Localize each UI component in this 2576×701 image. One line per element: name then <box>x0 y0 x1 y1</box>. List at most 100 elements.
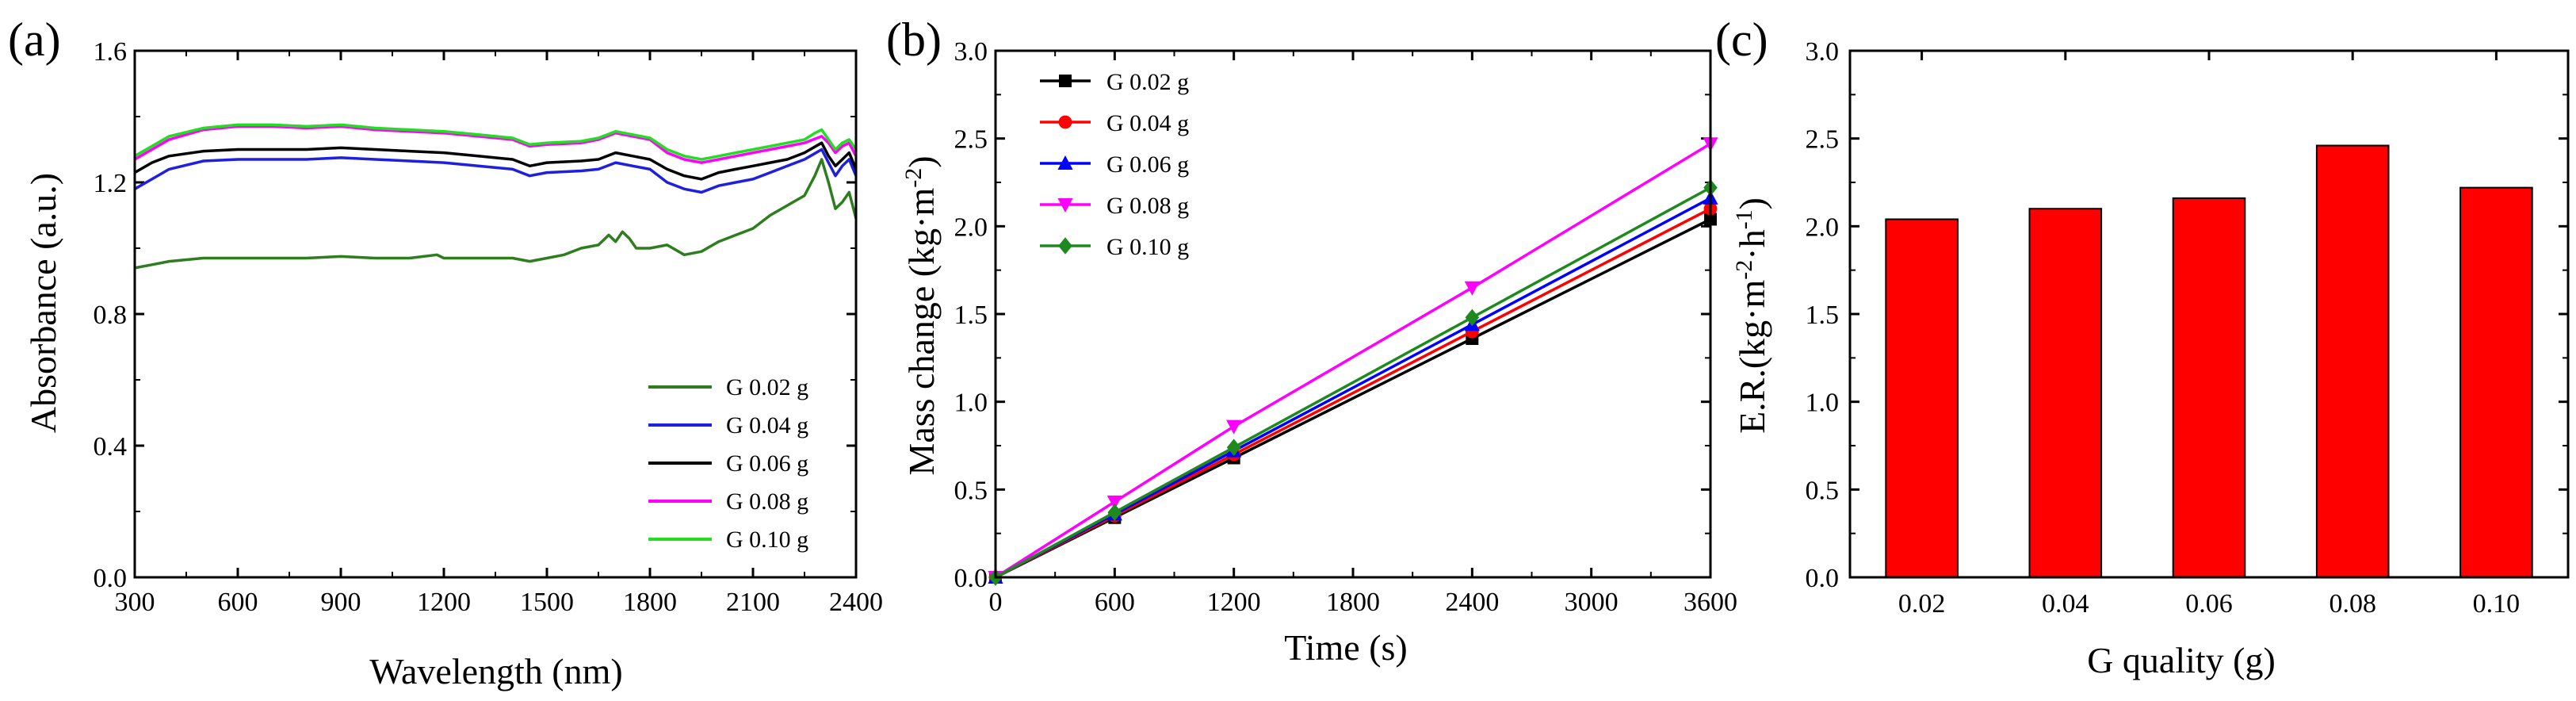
panel-b-point-3-2 <box>1226 419 1242 435</box>
panel-b-legend-label-2: G 0.06 g <box>1106 151 1189 178</box>
panel-b-mass-change-chart: (b) Mass change (kg·m-2) Time (s) 0.0 0.5… <box>886 13 1737 668</box>
panel-b-xtick-label: 2400 <box>1445 588 1499 617</box>
panel-b-xtick-label: 1800 <box>1326 588 1380 617</box>
panel-a-legend-label-0: G 0.02 g <box>726 374 808 400</box>
panel-c-ytick-label: 1.5 <box>1806 301 1840 330</box>
panel-b-xtick-label: 600 <box>1095 588 1135 617</box>
panel-b-ytick-label: 0.0 <box>954 564 988 593</box>
panel-c-ytick-label: 2.5 <box>1806 125 1840 155</box>
panel-a-xtick-label: 2100 <box>726 588 780 617</box>
panel-a-legend-label-1: G 0.04 g <box>726 412 808 439</box>
panel-a-legend-label-4: G 0.10 g <box>726 527 808 553</box>
panel-b-y-axis-title-sup: -2 <box>900 168 927 188</box>
panel-b-series-line-4 <box>995 186 1711 579</box>
panel-b-ytick-label: 1.5 <box>954 301 988 330</box>
panel-a-ytick-label: 0.4 <box>94 432 128 462</box>
panel-b-series <box>988 137 1718 586</box>
panel-b-series-line-2 <box>995 197 1711 579</box>
panel-b-series-line-1 <box>995 207 1711 579</box>
panel-a-x-axis-title: Wavelength (nm) <box>369 651 622 691</box>
panel-b-xtick-label: 1200 <box>1207 588 1261 617</box>
panel-b-ytick-label: 2.0 <box>954 213 988 242</box>
panel-b-legend-label-0: G 0.02 g <box>1106 69 1189 95</box>
panel-a-xtick-label: 600 <box>218 588 258 617</box>
panel-b-point-4-1 <box>1107 504 1122 521</box>
panel-c-ytick-label: 2.0 <box>1806 213 1840 242</box>
panel-a-absorbance-chart: (a) Absorbance (a.u.) Wavelength (nm) 0.… <box>8 13 883 691</box>
panel-c-ytick-label: 0.5 <box>1806 476 1840 505</box>
panel-c-bar-4 <box>2459 186 2533 578</box>
panel-c-bar-2 <box>2172 197 2246 578</box>
panel-b-ytick-label: 1.0 <box>954 389 988 418</box>
panel-a-series-line-0 <box>134 158 858 270</box>
panel-a-series-line-2 <box>134 141 858 181</box>
panel-b-ytick-label: 2.5 <box>954 125 988 155</box>
panel-a-series-line-1 <box>134 147 858 194</box>
panel-c-bar-3 <box>2315 144 2390 578</box>
panel-c-y-axis-title-p2: ·h <box>1732 229 1772 259</box>
panel-c-ticks: 0.0 0.5 1.0 1.5 2.0 2.5 3.0 0.02 0.04 0.06 0.08 0.1… <box>1806 37 2568 619</box>
panel-a-legend-label-2: G 0.06 g <box>726 450 808 477</box>
panel-c-y-axis-title-p0: E.R.(kg·m <box>1732 280 1772 434</box>
panel-a-ytick-label: 0.0 <box>94 564 128 593</box>
panel-c-xtick-label: 0.02 <box>1898 589 1946 619</box>
panel-c-y-axis-title-p1: -2 <box>1731 260 1757 280</box>
panel-a-series <box>134 123 858 270</box>
panel-a-xtick-label: 1800 <box>623 588 677 617</box>
panel-b-x-axis-title: Time (s) <box>1284 627 1408 668</box>
panel-a-ytick-label: 1.2 <box>94 169 128 198</box>
panel-c-ytick-label: 3.0 <box>1806 37 1840 67</box>
panel-b-series-line-3 <box>995 142 1711 579</box>
panel-a-label: (a) <box>8 13 61 66</box>
panel-a-y-axis-title: Absorbance (a.u.) <box>23 173 63 433</box>
panel-b-label: (b) <box>886 13 942 66</box>
panel-c-evaporation-rate-chart: (c) E.R.(kg·m-2·h-1) G quality (g) 0.0 0.… <box>1715 13 2570 680</box>
panel-a-series-line-3 <box>134 124 858 164</box>
panel-b-legend-marker-2 <box>1057 155 1073 170</box>
panel-b-legend-marker-4 <box>1058 237 1072 255</box>
panel-a-ticks: 0.0 0.4 0.8 1.2 1.6 300 600 900 1200 1500 1800 2100… <box>94 37 884 617</box>
panel-b-legend-label-1: G 0.04 g <box>1106 110 1189 136</box>
panel-c-x-axis-title: G quality (g) <box>2087 640 2276 680</box>
panel-a-legend: G 0.02 g G 0.04 g G 0.06 g G 0.08 g G 0.10 g <box>648 374 808 553</box>
panel-c-xtick-label: 0.08 <box>2329 589 2376 619</box>
panel-a-xtick-label: 300 <box>115 588 155 617</box>
panel-b-ytick-label: 3.0 <box>954 37 988 67</box>
panel-a-xtick-label: 2400 <box>829 588 883 617</box>
panel-c-label: (c) <box>1715 13 1768 66</box>
panel-b-point-4-3 <box>1465 308 1480 327</box>
panel-b-legend-label-3: G 0.08 g <box>1106 193 1189 219</box>
panel-b-series-line-0 <box>995 217 1711 579</box>
panel-b-point-3-1 <box>1106 495 1122 510</box>
panel-c-bar-1 <box>2028 208 2103 578</box>
panel-b-xtick-label: 0 <box>989 588 1003 617</box>
panel-a-plot-frame <box>133 49 858 579</box>
panel-c-xtick-label: 0.06 <box>2185 589 2233 619</box>
panel-b-ytick-label: 0.5 <box>954 476 988 505</box>
panel-a-ytick-label: 0.8 <box>94 301 128 330</box>
panel-a-series-line-4 <box>134 123 858 161</box>
panel-c-plot-frame <box>1848 49 2570 579</box>
panel-b-point-4-2 <box>1226 439 1241 457</box>
panel-b-legend-marker-3 <box>1057 198 1073 213</box>
panel-b-legend-marker-0 <box>1059 75 1072 87</box>
panel-b-y-axis-title-main: Mass change (kg·m <box>901 188 942 476</box>
panel-b-legend-label-4: G 0.10 g <box>1106 234 1189 260</box>
panel-b-xtick-label: 3600 <box>1684 588 1737 617</box>
panel-b-xtick-label: 3000 <box>1565 588 1619 617</box>
panel-c-ytick-label: 0.0 <box>1806 564 1840 593</box>
panel-b-y-axis-title-end: ) <box>901 155 942 167</box>
panel-b-plot-frame <box>994 49 1712 579</box>
panel-c-bar-0 <box>1885 218 1959 578</box>
panel-c-y-axis-title-p3: -1 <box>1731 209 1757 229</box>
panel-a-xtick-label: 1200 <box>417 588 471 617</box>
panel-b-y-axis-title: Mass change (kg·m-2) <box>900 155 942 475</box>
panel-c-xtick-label: 0.10 <box>2473 589 2521 619</box>
panel-b-point-3-3 <box>1464 281 1480 296</box>
panel-b-legend-marker-1 <box>1058 115 1072 129</box>
panel-a-xtick-label: 1500 <box>520 588 574 617</box>
panel-c-y-axis-title: E.R.(kg·m-2·h-1) <box>1731 197 1772 434</box>
panel-a-legend-label-3: G 0.08 g <box>726 488 808 515</box>
panel-c-ytick-label: 1.0 <box>1806 389 1840 418</box>
